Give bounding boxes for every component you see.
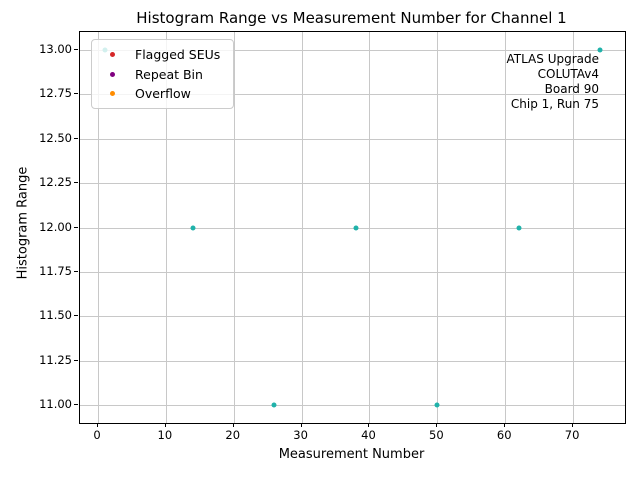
legend: Flagged SEUs Repeat Bin Overflow [91, 39, 234, 109]
data-point [353, 225, 359, 230]
data-point [271, 402, 277, 408]
y-tick-label: 12.00 [39, 219, 72, 234]
y-gridline [80, 138, 625, 140]
y-tick-mark [74, 404, 78, 406]
y-gridline [80, 49, 625, 51]
plot-area: Flagged SEUs Repeat Bin Overflow ATLAS U… [79, 31, 626, 424]
y-gridline [80, 227, 625, 229]
x-tick-mark [300, 423, 302, 427]
data-point [597, 47, 603, 53]
x-tick-label: 0 [93, 428, 101, 442]
annotation-line-3: Board 90 [544, 82, 599, 96]
data-point [434, 402, 440, 408]
data-point [190, 225, 196, 230]
y-tick-mark [74, 137, 78, 139]
x-tick-mark [96, 423, 98, 427]
annotation-line-4: Chip 1, Run 75 [510, 97, 599, 111]
y-tick-mark [74, 226, 78, 228]
y-tick-label: 11.50 [39, 308, 72, 323]
y-tick-label: 12.50 [39, 130, 72, 145]
x-tick-mark [572, 423, 574, 427]
y-gridline [80, 405, 625, 407]
y-gridline [80, 360, 625, 362]
chart-title: Histogram Range vs Measurement Number fo… [136, 9, 567, 27]
legend-entry-repeat-bin: Repeat Bin [92, 65, 233, 85]
y-tick-label: 12.75 [39, 86, 72, 101]
legend-label-repeat-bin: Repeat Bin [135, 66, 203, 82]
legend-entry-flagged-seus: Flagged SEUs [92, 45, 233, 65]
x-tick-mark [164, 423, 166, 427]
legend-entry-overflow: Overflow [92, 84, 233, 104]
y-tick-mark [74, 93, 78, 95]
y-tick-mark [74, 315, 78, 317]
y-gridline [80, 271, 625, 273]
annotation-line-2: COLUTAv4 [537, 67, 599, 81]
x-tick-label: 60 [496, 428, 512, 442]
y-tick-label: 11.25 [39, 352, 72, 367]
x-tick-label: 50 [429, 428, 444, 442]
y-gridline [80, 94, 625, 96]
legend-marker-overflow-icon [110, 91, 115, 97]
y-gridline [80, 316, 625, 318]
y-tick-mark [74, 48, 78, 50]
y-gridline [80, 183, 625, 185]
x-tick-mark [368, 423, 370, 427]
legend-marker-flagged-seus-icon [110, 52, 115, 58]
data-point [516, 225, 522, 230]
x-tick-label: 30 [293, 428, 308, 442]
y-tick-label: 11.00 [39, 397, 72, 412]
x-tick-label: 40 [361, 428, 376, 442]
y-tick-mark [74, 359, 78, 361]
x-tick-label: 20 [225, 428, 241, 442]
y-tick-mark [74, 182, 78, 184]
y-tick-label: 11.75 [39, 263, 72, 278]
annotation-block: ATLAS Upgrade COLUTAv4 Board 90 Chip 1, … [506, 52, 599, 112]
x-axis-label: Measurement Number [278, 447, 425, 462]
x-tick-label: 10 [157, 428, 173, 442]
annotation-line-1: ATLAS Upgrade [506, 52, 599, 66]
legend-marker-repeat-bin-icon [110, 71, 115, 77]
y-tick-mark [74, 270, 78, 272]
x-tick-label: 70 [564, 428, 580, 442]
y-tick-label: 12.25 [39, 175, 72, 190]
x-tick-mark [436, 423, 438, 427]
legend-label-flagged-seus: Flagged SEUs [135, 47, 221, 63]
legend-label-overflow: Overflow [135, 86, 191, 102]
y-tick-label: 13.00 [39, 41, 72, 56]
x-tick-mark [504, 423, 506, 427]
y-axis-label: Histogram Range [15, 166, 31, 280]
x-tick-mark [232, 423, 234, 427]
